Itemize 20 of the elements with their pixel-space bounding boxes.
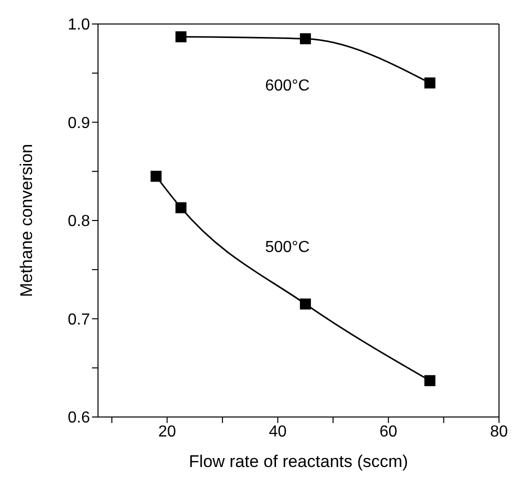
point: [300, 298, 311, 310]
y-axis-title: Methane conversion: [17, 144, 36, 298]
point: [300, 33, 311, 44]
x-tick-label: 60: [379, 423, 398, 440]
y-tick-label: 1.0: [68, 16, 90, 34]
x-axis-title: Flow rate of reactants (sccm): [188, 452, 408, 471]
point: [175, 202, 186, 214]
point: [150, 170, 162, 182]
x-tick-label: 80: [490, 423, 508, 440]
point: [424, 77, 436, 88]
point: [175, 31, 186, 42]
y-tick-label: 0.9: [68, 114, 90, 132]
y-tick-label: 0.7: [68, 311, 90, 328]
y-tick-label: 0.8: [68, 213, 90, 230]
series-label: 500°C: [265, 239, 310, 256]
x-tick-label: 20: [158, 423, 176, 440]
y-tick-label: 0.6: [68, 410, 90, 427]
text: 600°C: [265, 78, 310, 95]
x-tick-label: 40: [268, 423, 287, 440]
point: [424, 375, 436, 386]
